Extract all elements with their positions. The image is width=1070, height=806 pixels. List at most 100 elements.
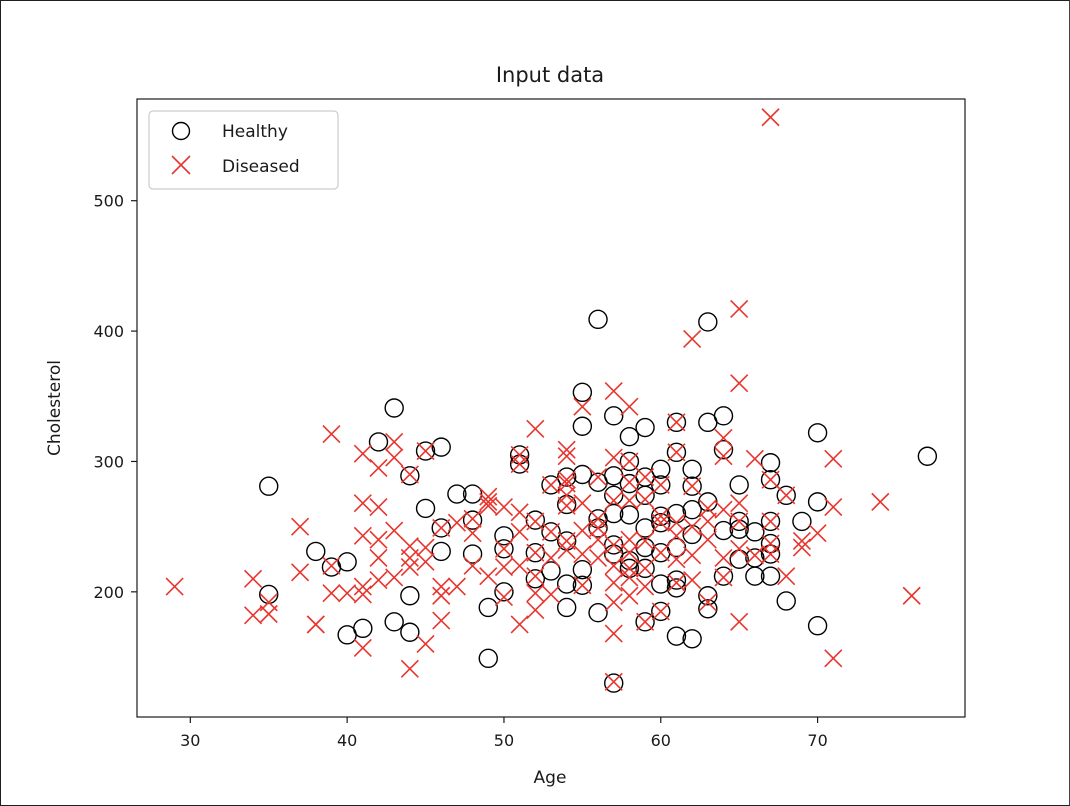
diseased-point bbox=[683, 477, 702, 496]
diseased-point bbox=[745, 546, 764, 565]
diseased-point bbox=[243, 569, 263, 588]
diseased-point bbox=[416, 634, 435, 654]
healthy-point bbox=[447, 484, 467, 504]
diseased-point bbox=[651, 513, 670, 532]
healthy-point bbox=[400, 586, 420, 606]
healthy-point bbox=[760, 544, 781, 564]
y-axis-title: Cholesterol bbox=[45, 360, 65, 456]
diseased-point bbox=[557, 486, 576, 505]
diseased-point bbox=[557, 447, 576, 466]
y-tick-label: 200 bbox=[93, 583, 124, 602]
diseased-point bbox=[494, 498, 514, 517]
diseased-point bbox=[824, 498, 843, 517]
diseased-point bbox=[369, 458, 388, 478]
diseased-point bbox=[416, 552, 435, 571]
healthy-point bbox=[384, 398, 404, 418]
healthy-point bbox=[666, 442, 687, 463]
y-tick-label: 500 bbox=[93, 192, 124, 211]
diseased-point bbox=[683, 517, 702, 536]
healthy-point bbox=[572, 559, 593, 580]
diseased-point bbox=[291, 563, 310, 582]
healthy-point bbox=[682, 476, 702, 496]
diseased-point bbox=[604, 535, 623, 554]
diseased-point bbox=[479, 567, 498, 586]
healthy-point bbox=[462, 484, 483, 504]
healthy-point bbox=[525, 569, 546, 589]
diseased-point bbox=[400, 465, 419, 484]
healthy-point bbox=[713, 566, 734, 586]
diseased-point bbox=[526, 584, 545, 603]
x-tick-label: 40 bbox=[337, 731, 357, 750]
healthy-point bbox=[494, 526, 514, 546]
healthy-point bbox=[259, 476, 279, 496]
healthy-point bbox=[494, 539, 514, 559]
healthy-point bbox=[556, 597, 577, 618]
plot-points bbox=[165, 108, 938, 693]
healthy-point bbox=[306, 541, 326, 562]
healthy-point bbox=[666, 626, 687, 646]
diseased-point bbox=[573, 494, 592, 513]
healthy-point bbox=[588, 602, 608, 623]
diseased-point bbox=[526, 543, 545, 562]
healthy-point bbox=[572, 464, 593, 485]
healthy-point bbox=[368, 432, 389, 452]
diseased-point bbox=[730, 299, 749, 318]
diseased-point bbox=[667, 573, 686, 592]
healthy-point bbox=[556, 494, 577, 515]
diseased-point bbox=[824, 649, 843, 668]
diseased-point bbox=[385, 432, 404, 451]
chart-title: Input data bbox=[496, 63, 604, 87]
diseased-point bbox=[730, 612, 749, 631]
diseased-point bbox=[588, 548, 608, 568]
diseased-point bbox=[636, 490, 655, 509]
diseased-point bbox=[604, 593, 623, 612]
healthy-point bbox=[729, 511, 749, 532]
diseased-point bbox=[698, 593, 717, 612]
diseased-point bbox=[636, 468, 655, 487]
diseased-point bbox=[761, 534, 780, 553]
healthy-point bbox=[604, 503, 624, 524]
diseased-point bbox=[369, 530, 388, 549]
healthy-point bbox=[478, 648, 498, 669]
diseased-point bbox=[353, 494, 372, 513]
diseased-point bbox=[353, 577, 372, 596]
healthy-point bbox=[760, 533, 781, 554]
diseased-point bbox=[557, 440, 576, 459]
healthy-point bbox=[760, 470, 781, 490]
diseased-point bbox=[667, 526, 686, 545]
healthy-point bbox=[713, 440, 734, 460]
healthy-point bbox=[431, 437, 451, 457]
diseased-point bbox=[667, 513, 686, 532]
diseased-point bbox=[306, 615, 325, 634]
diseased-point bbox=[620, 559, 639, 578]
healthy-point bbox=[604, 406, 624, 426]
x-axis-title: Age bbox=[534, 768, 567, 788]
healthy-point bbox=[698, 586, 718, 606]
diseased-point bbox=[698, 530, 717, 549]
diseased-point bbox=[557, 496, 576, 515]
diseased-point bbox=[526, 567, 545, 586]
healthy-point bbox=[619, 505, 640, 525]
diseased-point bbox=[541, 548, 561, 568]
x-tick-label: 30 bbox=[180, 731, 200, 750]
diseased-point bbox=[620, 473, 639, 492]
healthy-point bbox=[635, 485, 655, 506]
healthy-point bbox=[729, 519, 749, 539]
diseased-point bbox=[338, 584, 357, 603]
diseased-point bbox=[714, 447, 733, 466]
diseased-point bbox=[745, 449, 764, 468]
healthy-point bbox=[525, 510, 546, 530]
healthy-point bbox=[556, 574, 577, 594]
healthy-point bbox=[807, 423, 828, 443]
healthy-point bbox=[337, 552, 357, 572]
diseased-point bbox=[604, 381, 623, 401]
diseased-point bbox=[510, 454, 529, 474]
x-tick-label: 70 bbox=[807, 731, 827, 750]
diseased-point bbox=[463, 556, 482, 575]
healthy-point bbox=[792, 511, 812, 532]
healthy-point bbox=[604, 673, 624, 693]
healthy-point bbox=[619, 451, 640, 472]
diseased-point bbox=[651, 507, 670, 526]
diseased-point bbox=[432, 518, 451, 538]
healthy-point bbox=[651, 601, 671, 622]
